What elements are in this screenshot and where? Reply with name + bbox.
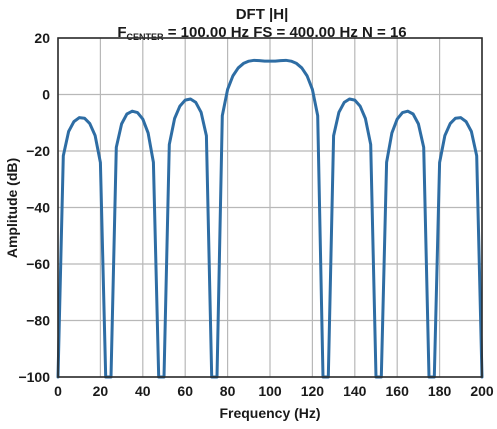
y-tick-label: −100	[18, 369, 50, 385]
plot-frame	[57, 37, 483, 378]
x-tick-label: 80	[220, 383, 236, 399]
x-tick-label: 180	[428, 383, 452, 399]
y-tick-label: −80	[26, 313, 50, 329]
subtitle-rest: = 100.00 Hz FS = 400.00 Hz N = 16	[164, 24, 407, 41]
chart-subtitle: FCENTER = 100.00 Hz FS = 400.00 Hz N = 1…	[117, 24, 406, 42]
x-axis-label: Frequency (Hz)	[219, 405, 320, 421]
x-tick-label: 20	[93, 383, 109, 399]
x-tick-label: 140	[343, 383, 367, 399]
fcenter-label: F	[117, 24, 126, 41]
y-tick-label: −20	[26, 143, 50, 159]
x-tick-label: 200	[470, 383, 494, 399]
x-tick-labels: 0 20 40 60 80 100 120 140 160 180 200	[54, 383, 494, 399]
x-tick-label: 100	[258, 383, 282, 399]
y-tick-label: 20	[34, 30, 50, 46]
x-tick-label: 40	[135, 383, 151, 399]
x-tick-label: 60	[177, 383, 193, 399]
x-tick-label: 0	[54, 383, 62, 399]
y-tick-labels: 20 0 −20 −40 −60 −80 −100	[18, 30, 50, 385]
chart-title: DFT |H|	[236, 6, 289, 23]
y-axis-label: Amplitude (dB)	[4, 158, 20, 258]
y-tick-label: 0	[42, 87, 50, 103]
fcenter-subscript: CENTER	[127, 32, 165, 42]
x-tick-label: 160	[386, 383, 410, 399]
grid-lines	[57, 37, 483, 378]
y-tick-label: −60	[26, 256, 50, 272]
series-layer	[56, 58, 484, 379]
y-tick-label: −40	[26, 200, 50, 216]
x-tick-label: 120	[301, 383, 325, 399]
series-line	[56, 58, 484, 379]
